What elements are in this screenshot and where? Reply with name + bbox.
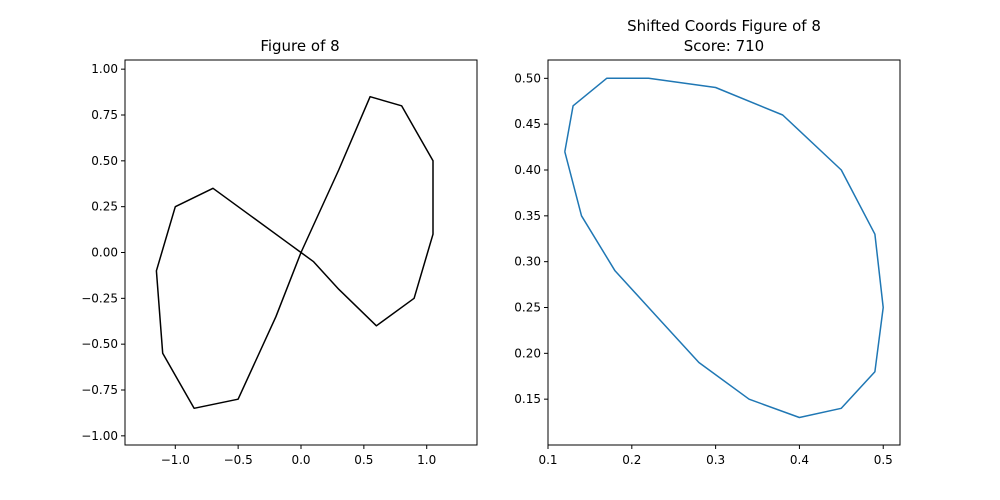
x-tick-label: 0.3 (706, 453, 725, 467)
subplot-shifted-coords: Shifted Coords Figure of 8 Score: 710 0.… (514, 17, 901, 467)
x-tick-label: 0.5 (874, 453, 893, 467)
y-tick-label: −0.25 (81, 291, 118, 305)
y-tick-label: 0.30 (514, 255, 541, 269)
y-tick-label: 0.20 (514, 346, 541, 360)
y-tick-label: 0.50 (91, 154, 118, 168)
x-axis: −1.0 −0.5 0.0 0.5 1.0 (161, 445, 436, 467)
chart-title-line-2: Score: 710 (684, 37, 764, 55)
y-tick-label: 0.25 (91, 200, 118, 214)
y-tick-label: −0.75 (81, 383, 118, 397)
axes-frame (547, 59, 901, 446)
y-tick-label: 0.40 (514, 163, 541, 177)
series-line-0 (564, 77, 884, 419)
plot-lines (564, 77, 884, 419)
x-axis: 0.1 0.2 0.3 0.4 0.5 (538, 445, 893, 467)
y-tick-label: 0.45 (514, 117, 541, 131)
y-tick-label: 0.35 (514, 209, 541, 223)
y-tick-label: 0.75 (91, 108, 118, 122)
x-tick-label: −1.0 (161, 453, 190, 467)
x-tick-label: −0.5 (224, 453, 253, 467)
y-tick-label: 0.25 (514, 301, 541, 315)
plot-lines (155, 95, 434, 410)
y-axis: −1.00 −0.75 −0.50 −0.25 0.00 0.25 0.50 0.75 1.00 (81, 62, 125, 443)
y-tick-label: 0.50 (514, 71, 541, 85)
y-tick-label: 0.00 (91, 246, 118, 260)
x-tick-label: 0.1 (538, 453, 557, 467)
x-tick-label: 1.0 (417, 453, 436, 467)
chart-title: Figure of 8 (260, 37, 339, 55)
y-axis: 0.15 0.20 0.25 0.30 0.35 0.40 0.45 0.50 (514, 71, 548, 406)
y-tick-label: 0.15 (514, 392, 541, 406)
x-tick-label: 0.2 (622, 453, 641, 467)
series-line-0 (155, 95, 434, 410)
chart-title-line-1: Shifted Coords Figure of 8 (627, 17, 821, 35)
x-tick-label: 0.0 (291, 453, 310, 467)
x-tick-label: 0.5 (354, 453, 373, 467)
x-tick-label: 0.4 (790, 453, 809, 467)
y-tick-label: 1.00 (91, 62, 118, 76)
y-tick-label: −0.50 (81, 337, 118, 351)
subplot-figure-of-8: Figure of 8 −1.0 −0.5 0.0 0.5 1.0 −1.00 −0.75… (81, 37, 478, 467)
y-tick-label: −1.00 (81, 429, 118, 443)
